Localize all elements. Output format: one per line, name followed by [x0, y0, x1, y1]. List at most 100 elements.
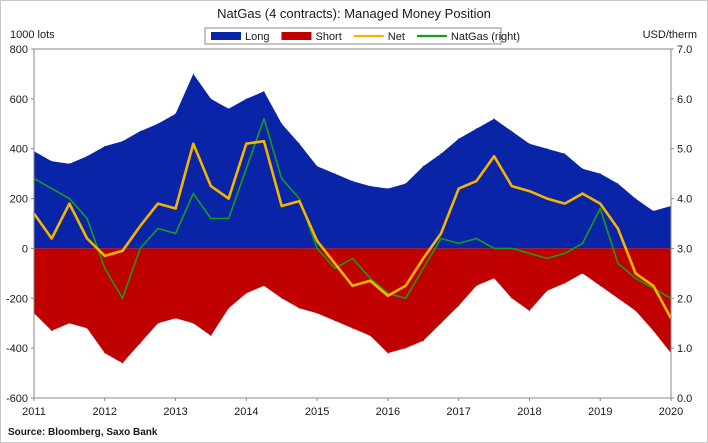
- net-point: [210, 185, 212, 187]
- x-tick-label: 2018: [517, 406, 541, 418]
- natgas-point: [635, 277, 637, 279]
- legend-swatch-long: [211, 32, 241, 40]
- natgas-point: [281, 178, 283, 180]
- net-point: [86, 237, 88, 240]
- plot-area: [32, 48, 673, 399]
- long-point: [192, 73, 194, 75]
- short-point: [86, 327, 88, 329]
- long-point: [298, 143, 300, 145]
- long-point: [51, 160, 53, 162]
- short-point: [263, 285, 265, 287]
- net-point: [68, 202, 71, 205]
- short-point: [281, 297, 283, 299]
- natgas-point: [139, 247, 141, 249]
- natgas-point: [617, 262, 619, 264]
- legend-swatch-short: [281, 32, 312, 40]
- natgas-point: [298, 198, 300, 200]
- legend-label-short: Short: [315, 31, 341, 43]
- long-point: [564, 153, 566, 155]
- natgas-point: [599, 207, 601, 210]
- net-point: [369, 280, 372, 282]
- short-point: [458, 305, 460, 307]
- net-point: [387, 295, 389, 297]
- long-point: [228, 108, 230, 110]
- net-point: [104, 255, 106, 257]
- long-point: [316, 165, 318, 167]
- net-point: [316, 240, 318, 242]
- natgas-point: [210, 217, 212, 220]
- long-point: [617, 183, 619, 185]
- legend-label-net: Net: [388, 31, 405, 43]
- long-point: [334, 173, 336, 175]
- short-point: [122, 362, 123, 364]
- y-left-tick-label: 600: [10, 94, 28, 106]
- short-point: [599, 285, 601, 287]
- short-point: [298, 307, 300, 309]
- y-right-tick-label: 1.0: [677, 343, 692, 355]
- short-point: [245, 292, 247, 294]
- long-point: [352, 180, 353, 182]
- natgas-point: [387, 292, 389, 294]
- y-right-tick-label: 0.0: [677, 393, 692, 405]
- legend-box: [204, 27, 502, 45]
- y-right-tick-label: 3.0: [677, 243, 692, 255]
- long-point: [528, 143, 530, 145]
- short-point: [352, 327, 353, 329]
- net-point: [599, 202, 601, 205]
- natgas-point: [316, 247, 318, 249]
- net-point: [634, 272, 637, 275]
- legend-label-long: Long: [245, 31, 269, 43]
- long-point: [369, 185, 371, 187]
- short-point: [387, 352, 389, 354]
- short-point: [511, 297, 513, 299]
- y-left-tick-label: 800: [10, 44, 28, 56]
- long-point: [86, 155, 88, 157]
- natgas-point: [581, 242, 584, 244]
- x-tick-label: 2015: [305, 406, 329, 418]
- natgas-point: [369, 277, 371, 279]
- natgas-point: [121, 297, 124, 299]
- short-point: [440, 322, 442, 324]
- x-tick-label: 2019: [588, 406, 612, 418]
- y-left-tick-label: -600: [6, 393, 28, 405]
- short-point: [546, 290, 548, 292]
- net-point: [440, 232, 442, 235]
- natgas-point: [245, 168, 247, 170]
- net-point: [280, 205, 283, 207]
- short-point: [652, 330, 654, 332]
- y-left-tick-label: 400: [10, 144, 28, 156]
- x-tick-label: 2014: [234, 406, 258, 418]
- x-tick-label: 2016: [376, 406, 400, 418]
- net-point: [546, 197, 548, 200]
- left-axis-unit-label: 1000 lots: [10, 29, 55, 41]
- natgas-point: [475, 237, 477, 240]
- short-point: [334, 320, 336, 322]
- long-point: [405, 183, 407, 185]
- long-point: [157, 123, 159, 125]
- long-point: [582, 168, 583, 170]
- long-point: [635, 198, 637, 200]
- short-point: [316, 312, 318, 314]
- y-right-tick-label: 5.0: [677, 144, 692, 156]
- natgas-point: [422, 267, 424, 269]
- plot-border: [33, 48, 672, 399]
- net-point: [475, 180, 478, 182]
- long-point: [139, 130, 141, 132]
- long-point: [210, 98, 212, 100]
- long-point: [440, 153, 442, 155]
- y-left-tick-label: 0: [22, 243, 28, 255]
- y-left-tick-label: -200: [6, 293, 28, 305]
- long-point: [475, 128, 477, 130]
- short-point: [51, 330, 53, 332]
- long-point: [68, 163, 70, 165]
- short-point: [564, 282, 566, 284]
- natgas-point: [493, 247, 495, 249]
- net-point: [139, 225, 141, 227]
- net-point: [174, 207, 177, 210]
- net-point: [121, 250, 124, 252]
- x-tick-label: 2012: [93, 406, 117, 418]
- x-tick-label: 2017: [446, 406, 470, 418]
- series-long-area: [34, 73, 671, 249]
- x-tick-label: 2011: [22, 406, 46, 418]
